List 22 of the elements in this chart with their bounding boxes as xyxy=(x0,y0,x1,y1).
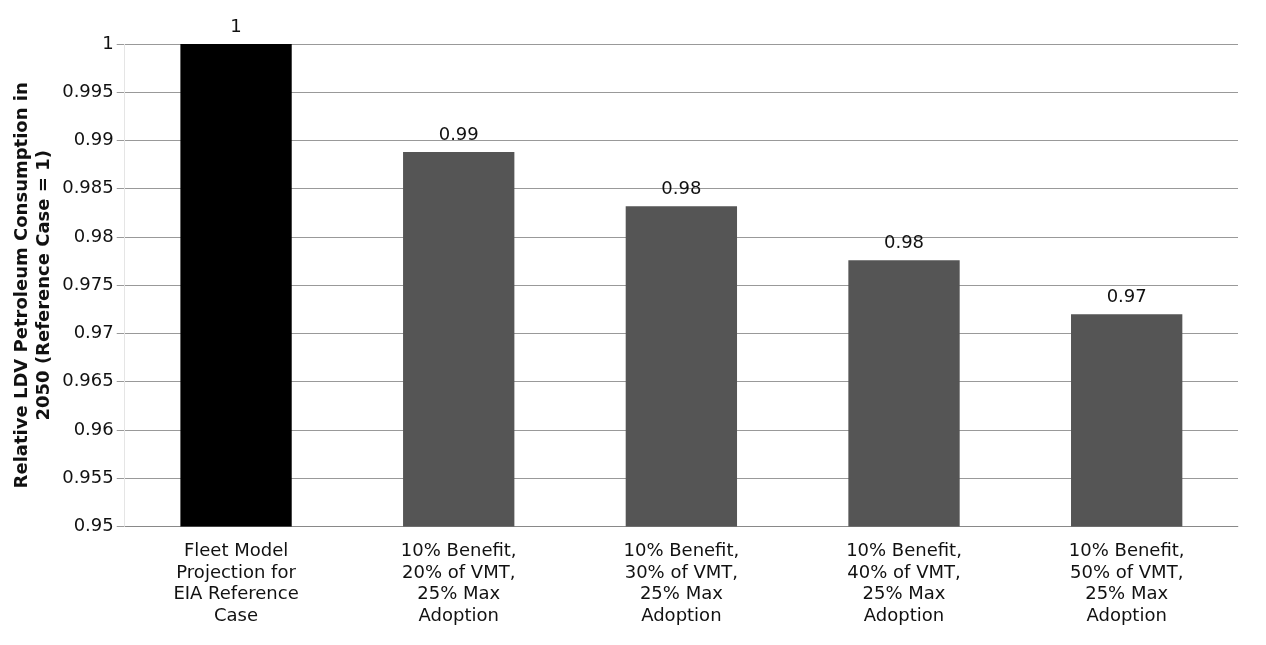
y-tick-label: 0.985 xyxy=(62,176,114,198)
x-tick-label: 10% Benefit, 50% of VMT, 25% Max Adoption xyxy=(1068,539,1185,625)
y-tick-label: 0.95 xyxy=(73,514,114,536)
y-tick-label: 0.96 xyxy=(73,417,114,439)
y-tick-label: 0.995 xyxy=(62,79,114,101)
y-tick-label: 0.965 xyxy=(62,369,114,391)
y-tick-label: 0.975 xyxy=(62,272,114,294)
x-tick-label: 10% Benefit, 20% of VMT, 25% Max Adoption xyxy=(400,539,517,625)
data-label: 0.98 xyxy=(661,176,702,198)
x-tick-label: 10% Benefit, 30% of VMT, 25% Max Adoption xyxy=(623,539,740,625)
x-tick-label: Fleet Model Projection for EIA Reference Case xyxy=(173,539,299,625)
y-tick-label: 1 xyxy=(102,31,114,53)
data-label: 0.99 xyxy=(438,122,479,144)
x-tick-label: 10% Benefit, 40% of VMT, 25% Max Adoption xyxy=(846,539,962,625)
y-tick-label: 0.97 xyxy=(73,321,114,343)
y-tick-label: 0.99 xyxy=(73,128,114,150)
y-axis-title: Relative LDV Petroleum Consumption in 2050 (Reference Case = 1) xyxy=(10,82,54,489)
y-tick-label: 0.955 xyxy=(62,466,114,488)
data-label: 1 xyxy=(230,14,242,36)
y-tick-label: 0.98 xyxy=(73,224,114,246)
data-label: 0.98 xyxy=(883,230,925,252)
data-label: 0.97 xyxy=(1106,284,1147,306)
